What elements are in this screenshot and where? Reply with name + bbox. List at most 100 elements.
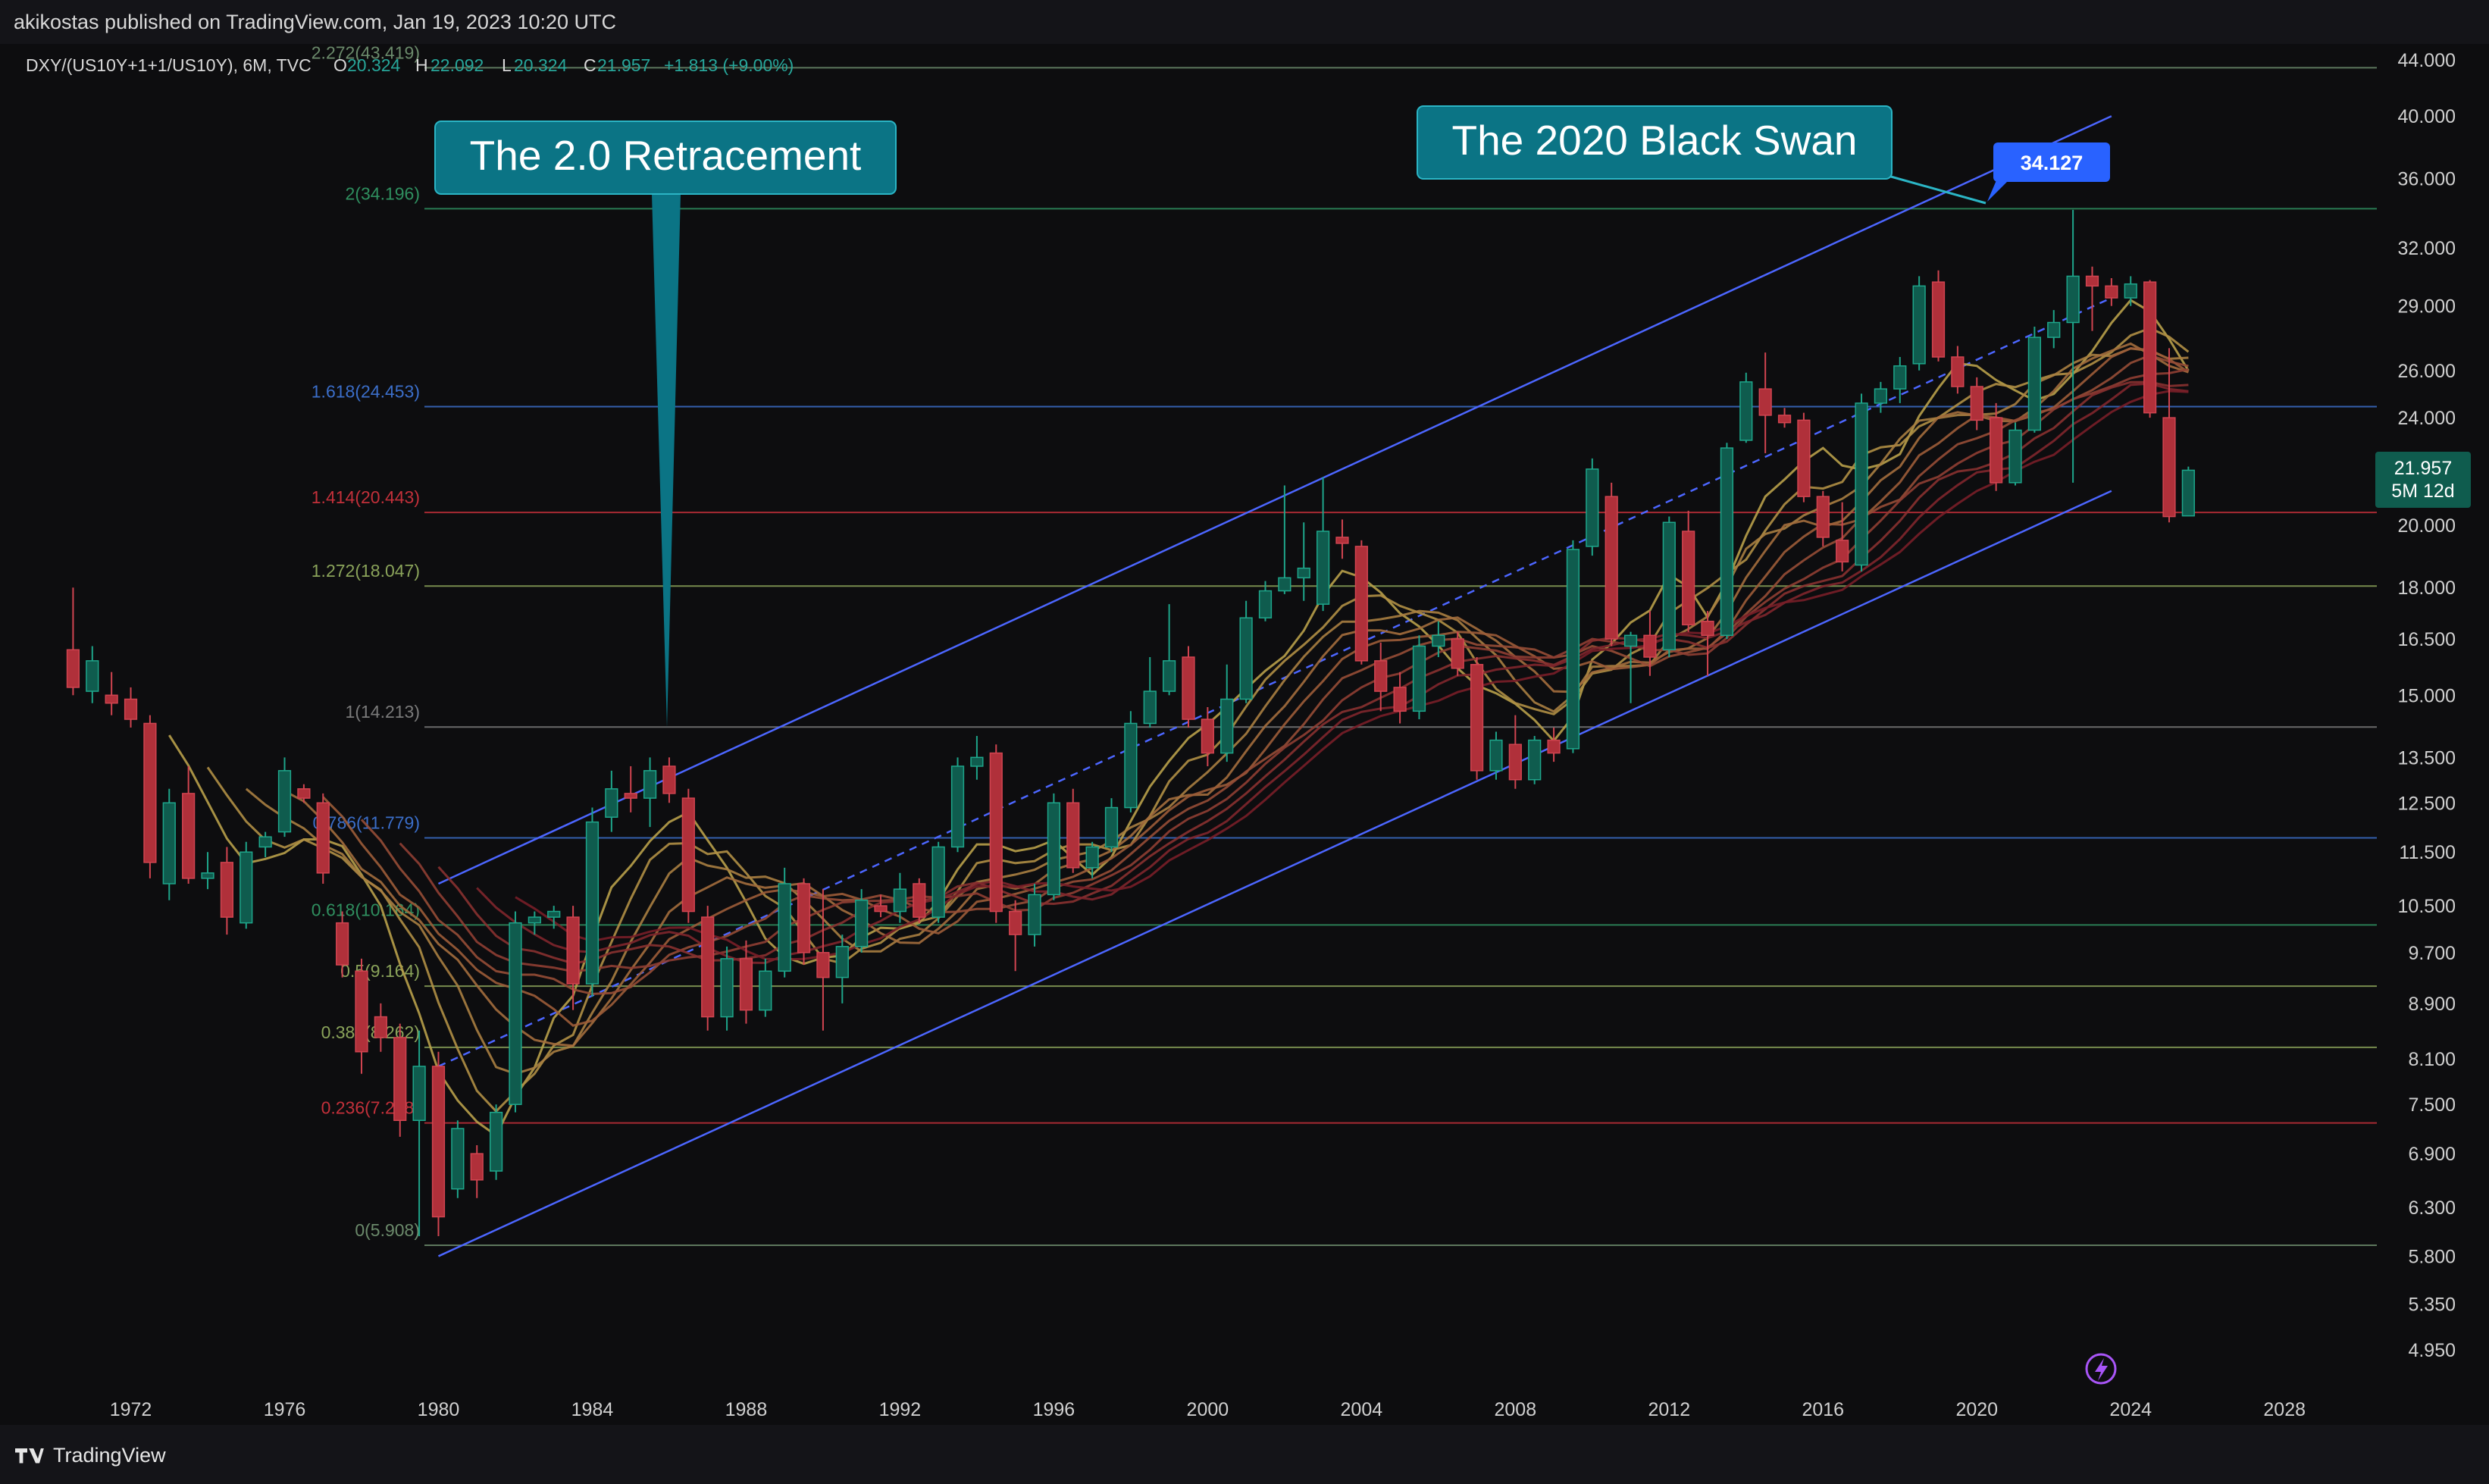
candle-body-26 [566, 916, 580, 985]
candle-59 [1201, 706, 1214, 766]
candle-36 [759, 958, 772, 1017]
candle-body-8 [220, 862, 234, 918]
x-tick-label-0: 1972 [110, 1399, 152, 1420]
candle-body-30 [643, 770, 657, 799]
lightning-icon[interactable] [2085, 1353, 2117, 1385]
tradingview-logo-icon [15, 1447, 45, 1465]
candle-body-86 [1720, 447, 1734, 637]
retracement-callout-box [434, 121, 897, 195]
candle-8 [220, 847, 234, 935]
candle-body-74 [1489, 739, 1503, 772]
tradingview-brand[interactable]: TradingView [15, 1444, 166, 1467]
candle-10 [258, 831, 272, 858]
candle-body-59 [1201, 719, 1214, 754]
x-tick-label-10: 2012 [1648, 1399, 1690, 1420]
channel-upper-line [437, 115, 2112, 885]
legend-high-label: H [415, 55, 428, 75]
candle-99 [1970, 377, 1983, 430]
candle-body-9 [240, 851, 253, 924]
x-tick-label-12: 2020 [1955, 1399, 1998, 1420]
candle-body-102 [2027, 337, 2041, 431]
black-swan-callout[interactable]: The 2020 Black Swan [1417, 105, 1987, 205]
candle-body-64 [1297, 567, 1310, 579]
candle-60 [1220, 664, 1234, 762]
candle-body-106 [2105, 285, 2118, 299]
candles [66, 209, 2195, 1237]
candle-body-105 [2085, 275, 2099, 287]
candle-body-108 [2143, 281, 2157, 414]
candle-body-109 [2162, 417, 2176, 518]
candle-body-95 [1893, 365, 1907, 390]
candle-body-92 [1836, 540, 1849, 563]
x-tick-label-8: 2004 [1341, 1399, 1383, 1420]
candle-body-89 [1777, 415, 1792, 424]
fib-label-10: 2(34.196) [346, 183, 420, 203]
y-tick-label-21: 5.800 [2408, 1246, 2456, 1267]
candle-body-91 [1816, 496, 1830, 538]
candle-body-25 [547, 910, 561, 918]
peak-value-tag-text: 34.127 [2021, 152, 2084, 174]
candle-102 [2027, 327, 2041, 433]
legend-open-label: O [333, 55, 347, 75]
candle-32 [681, 788, 695, 923]
candle-body-101 [2008, 429, 2022, 484]
y-tick-label-11: 13.500 [2398, 747, 2456, 769]
candle-19 [431, 1051, 446, 1237]
candle-101 [2008, 422, 2022, 486]
candle-0 [66, 587, 80, 696]
candle-body-35 [739, 958, 753, 1011]
last-price-tag[interactable]: 21.957 5M 12d [2375, 452, 2471, 508]
candle-63 [1278, 485, 1291, 594]
candle-17 [393, 1023, 407, 1137]
candle-89 [1777, 408, 1792, 428]
candle-body-81 [1623, 634, 1638, 647]
candle-body-46 [950, 765, 965, 848]
candle-91 [1816, 490, 1830, 546]
candle-body-77 [1547, 739, 1561, 754]
candle-body-55 [1124, 722, 1138, 809]
candle-85 [1701, 611, 1714, 676]
candle-53 [1085, 841, 1099, 878]
ma-line-6 [168, 299, 2190, 1138]
fib-label-6: 1(14.213) [346, 702, 420, 722]
candle-28 [605, 770, 618, 832]
retracement-callout[interactable]: The 2.0 Retracement [434, 121, 897, 728]
fib-label-0: 0(5.908) [355, 1220, 420, 1240]
candle-body-99 [1970, 386, 1983, 421]
candle-27 [585, 807, 600, 997]
candle-40 [835, 935, 849, 1003]
candle-104 [2066, 209, 2080, 483]
legend-high-value: 22.092 [430, 55, 484, 75]
candle-20 [451, 1120, 465, 1198]
candle-48 [989, 744, 1003, 923]
candle-body-49 [1009, 910, 1022, 935]
candle-65 [1316, 477, 1330, 612]
y-tick-label-12: 12.500 [2398, 793, 2456, 814]
candle-47 [970, 735, 984, 780]
y-tick-label-9: 16.500 [2398, 629, 2456, 650]
candle-body-85 [1701, 621, 1714, 637]
candle-56 [1143, 656, 1157, 728]
candle-body-12 [297, 788, 311, 799]
candle-body-39 [816, 952, 830, 978]
fib-label-4: 0.618(10.164) [312, 900, 420, 919]
candle-body-19 [431, 1066, 446, 1218]
legend-close-label: C [584, 55, 596, 75]
ma-line-14 [322, 347, 2190, 1027]
ma-line-16 [360, 354, 2189, 995]
candle-body-104 [2066, 275, 2080, 324]
candle-66 [1335, 519, 1349, 559]
peak-value-tag[interactable]: 34.127 [1987, 142, 2110, 202]
candle-82 [1643, 611, 1657, 676]
candle-body-17 [393, 1037, 407, 1122]
candle-body-71 [1432, 634, 1445, 647]
publisher-byline: akikostas published on TradingView.com, … [14, 11, 616, 33]
candle-49 [1009, 900, 1022, 972]
candle-body-70 [1412, 645, 1426, 712]
candle-2 [105, 672, 118, 715]
legend-close-value: 21.957 [597, 55, 650, 75]
y-tick-label-1: 40.000 [2398, 106, 2456, 127]
candle-30 [643, 757, 657, 828]
candle-81 [1623, 631, 1638, 703]
